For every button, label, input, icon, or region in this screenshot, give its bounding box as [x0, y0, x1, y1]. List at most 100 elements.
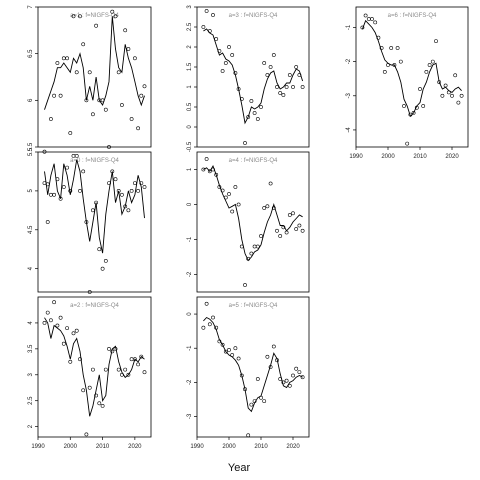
data-point: [97, 401, 102, 406]
data-point: [363, 13, 368, 18]
panel-frame: [196, 151, 310, 293]
data-point: [236, 356, 241, 361]
panel-frame: [37, 6, 152, 148]
data-point: [233, 185, 238, 189]
data-point: [78, 14, 82, 19]
data-point: [287, 383, 292, 388]
data-point: [126, 372, 131, 377]
panel-title: a=5 : f=NIGFS-Q4: [229, 303, 278, 309]
panel-2: a=3 : f=NIGFS-Q4 -0.5 0 0.5 1 1.5 2 2.5 3: [187, 5, 310, 152]
panel-title: a=2 : f=NIGFS-Q4: [70, 303, 119, 309]
y-tick-label: 5.5: [28, 147, 34, 156]
data-point: [252, 244, 257, 249]
data-point: [61, 341, 66, 346]
panel-7: a=5 : f=NIGFS-Q4 -3 -2 -1 0 1990 2000 2010 2020: [187, 296, 310, 450]
data-point: [300, 85, 305, 89]
y-tick-label: -0.5: [187, 141, 193, 152]
data-point: [91, 112, 95, 117]
data-point: [129, 188, 134, 193]
panel-1: a=1 : f=NIGFS-Q4 5.5 6 6.5 7: [28, 5, 152, 187]
data-point: [201, 25, 206, 29]
y-tick-label: -4: [346, 127, 352, 133]
data-point: [291, 373, 295, 378]
data-point: [252, 111, 257, 115]
data-point: [52, 93, 57, 98]
fitted-line: [203, 164, 303, 262]
data-point: [278, 91, 283, 95]
data-point: [291, 211, 295, 216]
data-point: [74, 328, 79, 333]
data-point: [389, 46, 394, 50]
data-point: [207, 169, 212, 174]
data-point: [87, 70, 92, 75]
x-tick-label: 2000: [64, 444, 78, 450]
y-tick-label: -1: [187, 345, 193, 351]
data-point: [379, 46, 384, 50]
data-point: [120, 103, 124, 107]
data-point: [113, 14, 118, 19]
data-point: [265, 204, 270, 209]
data-point: [227, 347, 231, 352]
y-tick-label: -1: [187, 236, 193, 242]
panel-title: a=4 : f=NIGFS-Q4: [229, 158, 278, 164]
data-point: [65, 165, 70, 170]
data-point: [116, 70, 121, 75]
data-point: [453, 73, 458, 78]
data-point: [211, 315, 215, 320]
data-point: [233, 346, 238, 351]
data-point: [236, 202, 241, 207]
data-point: [204, 157, 209, 161]
fitted-line: [44, 16, 145, 110]
data-point: [139, 181, 144, 186]
y-tick-label: 3.5: [28, 344, 34, 353]
data-point: [450, 93, 454, 98]
data-point: [113, 177, 118, 182]
y-tick-label: 2.5: [187, 22, 193, 31]
data-point: [271, 206, 276, 210]
data-point: [65, 56, 70, 61]
data-point: [142, 185, 147, 189]
data-point: [116, 367, 121, 372]
y-tick-label: 1: [187, 167, 193, 171]
x-tick-label: 2000: [222, 444, 236, 450]
y-tick-label: 4.5: [28, 225, 34, 234]
data-point: [382, 70, 387, 74]
data-point: [411, 111, 416, 115]
data-point: [58, 315, 63, 320]
x-tick-label: 2010: [254, 444, 268, 450]
data-point: [440, 93, 445, 98]
data-point: [107, 346, 111, 351]
fitted-line: [203, 316, 303, 413]
data-point: [97, 247, 102, 252]
data-point: [49, 318, 53, 323]
data-point: [91, 208, 95, 213]
y-tick-label: 0: [187, 312, 193, 316]
data-point: [418, 87, 422, 91]
data-point: [284, 378, 289, 383]
data-point: [52, 300, 57, 305]
data-point: [402, 104, 406, 108]
data-point: [123, 367, 128, 372]
y-tick-label: 2.5: [28, 396, 34, 405]
data-point: [126, 47, 131, 51]
data-point: [74, 153, 79, 158]
data-point: [61, 185, 66, 189]
y-tick-label: -3: [187, 413, 193, 419]
data-point: [268, 181, 273, 186]
y-tick-label: -2: [346, 58, 352, 64]
data-point: [427, 63, 432, 67]
data-point: [136, 362, 141, 367]
data-point: [220, 69, 225, 73]
data-point: [139, 93, 144, 98]
panel-frame: [37, 151, 152, 293]
data-point: [68, 131, 73, 135]
data-point: [249, 251, 254, 256]
x-tick-label: 2020: [286, 444, 300, 450]
data-point: [103, 258, 108, 263]
data-point: [74, 70, 79, 75]
data-point: [204, 301, 209, 306]
data-point: [100, 266, 105, 271]
data-point: [110, 9, 115, 14]
panel-5: a=4 : f=NIGFS-Q4 -2 -1 0 1: [187, 151, 310, 293]
data-point: [81, 388, 86, 393]
